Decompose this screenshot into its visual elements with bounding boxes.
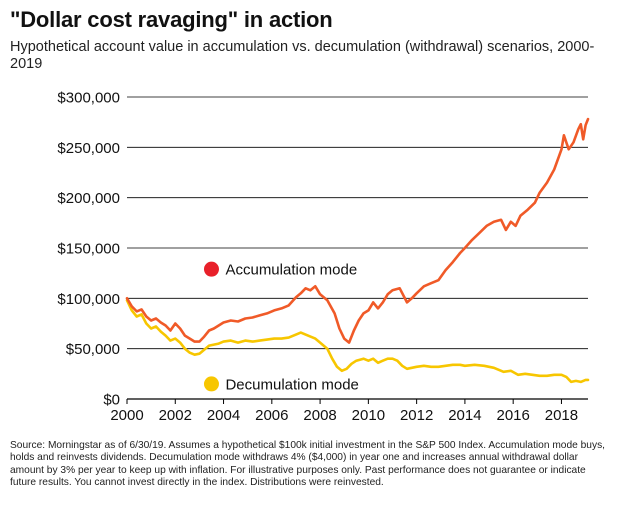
chart-subtitle: Hypothetical account value in accumulati… — [10, 39, 595, 72]
legend-marker — [203, 261, 219, 277]
y-tick-label: $300,000 — [57, 90, 120, 107]
x-tick-label: 2016 — [496, 407, 529, 424]
x-tick-label: 2008 — [303, 407, 336, 424]
y-tick-label: $200,000 — [57, 190, 120, 207]
x-tick-label: 2010 — [352, 407, 385, 424]
x-tick-label: 2000 — [110, 407, 143, 424]
x-tick-label: 2004 — [207, 407, 240, 424]
source-note: Source: Morningstar as of 6/30/19. Assum… — [10, 440, 605, 489]
y-tick-label: $0 — [103, 392, 120, 409]
legend-label: Decumulation mode — [225, 376, 358, 393]
y-tick-label: $100,000 — [57, 291, 120, 308]
x-tick-label: 2012 — [400, 407, 433, 424]
x-tick-label: 2014 — [448, 407, 481, 424]
page-title: "Dollar cost ravaging" in action — [10, 7, 333, 32]
y-tick-label: $50,000 — [66, 341, 120, 358]
legend-label: Accumulation mode — [225, 262, 357, 279]
y-tick-label: $150,000 — [57, 241, 120, 258]
series-line-accumulation-mode — [125, 117, 590, 344]
y-tick-label: $250,000 — [57, 140, 120, 157]
series-line-decumulation-mode — [125, 299, 590, 384]
x-tick-label: 2002 — [159, 407, 192, 424]
x-tick-label: 2018 — [545, 407, 578, 424]
legend-marker — [203, 376, 219, 392]
x-tick-label: 2006 — [255, 407, 288, 424]
